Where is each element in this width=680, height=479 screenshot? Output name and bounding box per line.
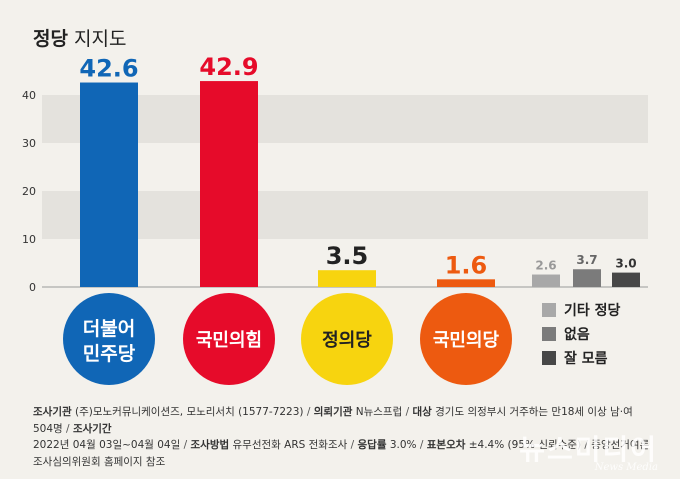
y-tick-label: 20 <box>22 185 36 198</box>
bar <box>437 279 495 287</box>
bar <box>80 82 138 288</box>
party-badge-label: 민주당 <box>83 343 136 365</box>
bar <box>200 81 258 287</box>
footnote-val-response: 3.0% <box>389 439 417 451</box>
data-label: 42.9 <box>199 53 258 81</box>
page-title: 정당 지지도 <box>33 24 126 51</box>
y-tick-label: 0 <box>29 281 36 294</box>
watermark-main: 뉴스미디어 <box>519 433 658 466</box>
footnote-val-client: N뉴스프럽 <box>355 406 403 418</box>
data-label: 42.6 <box>79 55 138 83</box>
bar <box>318 270 376 287</box>
footnote-key-client: 의뢰기관 <box>313 406 353 418</box>
survey-footnote: 조사기관 (주)모노커뮤니케이션즈, 모노리서치 (1577-7223) / 의… <box>33 406 650 468</box>
footnote-key-method: 조사방법 <box>190 439 230 451</box>
footnote-key-response: 응답률 <box>357 439 387 451</box>
footnote-val-agency: (주)모노커뮤니케이션즈, 모노리서치 (1577-7223) <box>74 406 304 418</box>
legend: 기타 정당 없음 잘 모름 <box>542 298 620 370</box>
data-label: 1.6 <box>445 251 488 279</box>
party-badge <box>420 293 512 385</box>
party-badge <box>183 293 275 385</box>
legend-swatch-other <box>542 303 556 317</box>
footnote-val-method: 유무선전화 ARS 전화조사 <box>232 439 348 451</box>
party-badge-label: 국민의힘 <box>196 330 262 351</box>
data-label: 3.5 <box>326 242 369 270</box>
footnote-key-target: 대상 <box>412 406 432 418</box>
party-badge-label: 국민의당 <box>433 330 500 351</box>
footnote-val-target: 경기도 의정부시 거주하는 만18세 이상 남·여 504명 <box>33 406 633 435</box>
y-tick-label: 30 <box>22 137 36 150</box>
bar <box>612 272 640 287</box>
footnote-val-reference: 중앙선거여론조사심의위원회 홈페이지 참조 <box>33 439 650 468</box>
bar <box>532 274 560 287</box>
y-tick-label: 40 <box>22 89 36 102</box>
party-badge <box>63 293 155 385</box>
data-label: 3.0 <box>615 257 636 271</box>
footnote-key-period: 조사기간 <box>72 422 112 435</box>
y-tick-label: 10 <box>22 233 36 246</box>
bar <box>573 269 601 287</box>
grid-band <box>42 191 648 239</box>
footnote-val-error: ±4.4% (95% 신뢰수준) <box>468 439 582 451</box>
legend-label-other: 기타 정당 <box>564 303 621 319</box>
party-badge-label: 정의당 <box>322 330 372 351</box>
legend-item-none: 없음 <box>542 322 620 346</box>
legend-item-other: 기타 정당 <box>542 298 620 322</box>
footnote-key-error: 표본오차 <box>426 439 466 451</box>
title-light: 지지도 <box>74 28 127 50</box>
data-label: 3.7 <box>576 253 597 267</box>
footnote-key-agency: 조사기관 <box>33 406 72 418</box>
legend-item-unknown: 잘 모름 <box>542 346 620 370</box>
data-label: 2.6 <box>535 259 556 273</box>
legend-swatch-none <box>542 327 556 341</box>
footnote-val-period: 2022년 04월 03일~04월 04일 <box>33 439 181 451</box>
party-badge-label: 더불어 <box>83 318 135 340</box>
legend-label-unknown: 잘 모름 <box>564 351 608 367</box>
legend-label-none: 없음 <box>564 327 590 343</box>
watermark-sub: News Media <box>594 462 658 473</box>
grid-band <box>42 95 648 143</box>
title-bold: 정당 <box>33 28 68 50</box>
news-media-watermark: 뉴스미디어 News Media <box>519 428 658 473</box>
party-badge <box>301 293 393 385</box>
legend-swatch-unknown <box>542 351 556 365</box>
